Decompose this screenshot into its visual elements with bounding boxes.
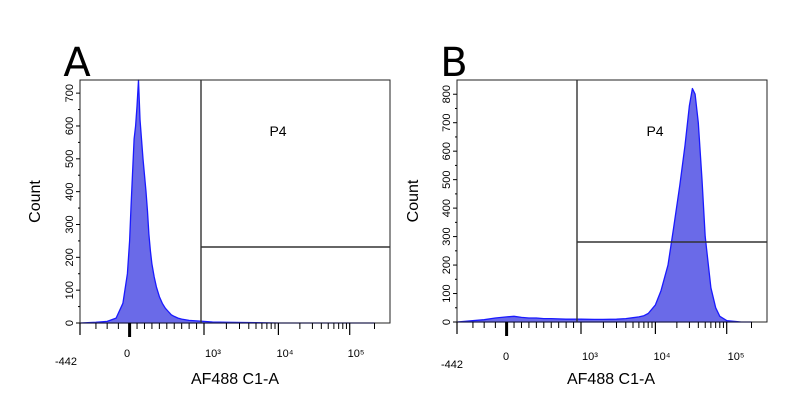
x-tick-label-a-3: 10⁴ <box>277 348 294 360</box>
y-tick-label-b-100: 100 <box>441 284 453 302</box>
y-tick-label-b-500: 500 <box>441 170 453 188</box>
y-axis-title-b: Count <box>405 179 422 222</box>
gate-label-b: P4 <box>646 123 663 139</box>
y-tick-label-a-700: 700 <box>64 84 76 102</box>
x-tick-label-a-1: 0 <box>124 348 130 360</box>
y-tick-label-b-400: 400 <box>441 199 453 217</box>
y-tick-label-b-600: 600 <box>441 142 453 160</box>
panel-letter-a: A <box>63 40 91 86</box>
x-zero-marker-a <box>128 323 132 337</box>
y-tick-label-b-800: 800 <box>441 85 453 103</box>
histogram-b <box>456 87 753 323</box>
x-axis-title-b: AF488 C1-A <box>567 371 655 388</box>
y-tick-label-a-400: 400 <box>64 182 76 200</box>
plot-frame-b <box>456 79 768 323</box>
x-zero-marker-b <box>505 322 509 336</box>
gate-label-a: P4 <box>269 123 286 139</box>
x-tick-label-b-3: 10⁴ <box>654 351 671 363</box>
x-axis-title-a: AF488 C1-A <box>191 371 279 388</box>
x-tick-label-a-4: 10⁵ <box>348 348 365 360</box>
x-tick-label-a-0: -442 <box>55 356 77 368</box>
x-tick-label-b-4: 10⁵ <box>728 351 745 363</box>
plot-frame-a <box>79 79 391 324</box>
y-tick-label-a-300: 300 <box>64 215 76 233</box>
y-axis-title-a: Count <box>27 180 44 223</box>
x-tick-label-b-2: 10³ <box>582 351 598 363</box>
histogram-a <box>79 79 376 324</box>
y-tick-label-b-300: 300 <box>441 227 453 245</box>
y-tick-label-b-0: 0 <box>441 319 453 325</box>
y-tick-label-a-200: 200 <box>64 248 76 266</box>
y-tick-label-a-100: 100 <box>64 281 76 299</box>
y-tick-label-a-0: 0 <box>64 320 76 326</box>
y-tick-label-b-700: 700 <box>441 114 453 132</box>
x-tick-label-b-1: 0 <box>503 351 509 363</box>
y-tick-label-a-600: 600 <box>64 117 76 135</box>
y-tick-label-b-200: 200 <box>441 256 453 274</box>
panel-a: A P4 0 100 200 300 400 500 600 700 Count -442 0 10³ 10… <box>27 40 391 388</box>
panel-b: B P4 0 100 200 300 400 500 600 700 800 Count -442 0 10… <box>405 40 768 388</box>
x-tick-label-b-0: -442 <box>441 359 463 371</box>
x-tick-label-a-2: 10³ <box>205 348 221 360</box>
y-tick-label-a-500: 500 <box>64 150 76 168</box>
panel-letter-b: B <box>440 40 467 86</box>
